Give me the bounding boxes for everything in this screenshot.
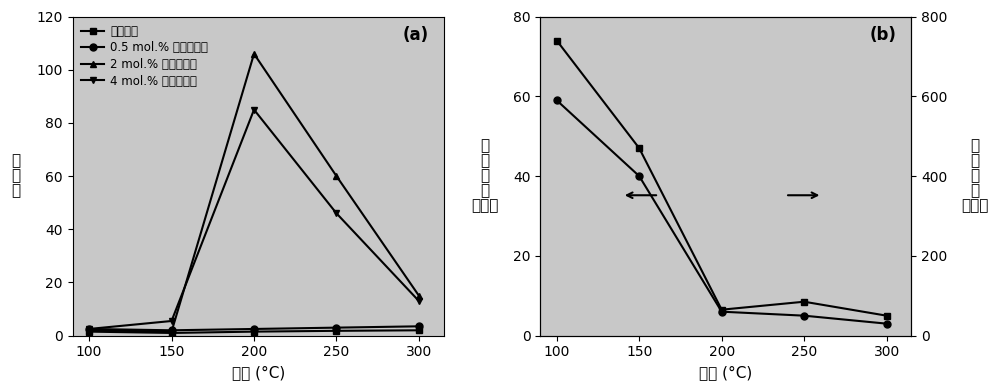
Legend: 纯氧化针, 0.5 mol.% 氧化锶掺杂, 2 mol.% 氧化锶掺杂, 4 mol.% 氧化锶掺杂: 纯氧化针, 0.5 mol.% 氧化锶掺杂, 2 mol.% 氧化锶掺杂, 4 … <box>79 23 211 90</box>
0.5 mol.% 氧化锶掺杂 <box>166 328 178 333</box>
4 mol.% 氧化锶掺杂 <box>83 326 95 331</box>
2 mol.% 氧化锶掺杂 <box>330 174 342 178</box>
2 mol.% 氧化锶掺杂 <box>83 328 95 333</box>
X-axis label: 温度 (°C): 温度 (°C) <box>699 365 752 380</box>
4 mol.% 氧化锶掺杂 <box>413 299 425 303</box>
Line: 0.5 mol.% 氧化锶掺杂: 0.5 mol.% 氧化锶掺杂 <box>86 323 422 334</box>
0.5 mol.% 氧化锶掺杂 <box>330 325 342 330</box>
0.5 mol.% 氧化锶掺杂 <box>83 326 95 331</box>
Line: 2 mol.% 氧化锶掺杂: 2 mol.% 氧化锶掺杂 <box>86 50 422 335</box>
纯氧化针 <box>330 328 342 333</box>
2 mol.% 氧化锶掺杂 <box>413 293 425 298</box>
纯氧化针 <box>413 328 425 333</box>
Y-axis label: 灵
敏
度: 灵 敏 度 <box>11 154 20 199</box>
Text: (a): (a) <box>403 26 429 44</box>
X-axis label: 温度 (°C): 温度 (°C) <box>232 365 285 380</box>
Line: 纯氧化针: 纯氧化针 <box>86 327 422 336</box>
2 mol.% 氧化锶掺杂 <box>248 52 260 56</box>
纯氧化针 <box>83 329 95 334</box>
Text: (b): (b) <box>870 26 896 44</box>
Y-axis label: 响
应
时
间
（秒）: 响 应 时 间 （秒） <box>471 139 499 213</box>
纯氧化针 <box>166 331 178 335</box>
Y-axis label: 恢
复
时
间
（秒）: 恢 复 时 间 （秒） <box>962 139 989 213</box>
0.5 mol.% 氧化锶掺杂 <box>413 324 425 329</box>
Line: 4 mol.% 氧化锶掺杂: 4 mol.% 氧化锶掺杂 <box>86 106 422 332</box>
纯氧化针 <box>248 329 260 334</box>
0.5 mol.% 氧化锶掺杂 <box>248 326 260 331</box>
4 mol.% 氧化锶掺杂 <box>248 107 260 112</box>
4 mol.% 氧化锶掺杂 <box>330 211 342 216</box>
4 mol.% 氧化锶掺杂 <box>166 319 178 323</box>
2 mol.% 氧化锶掺杂 <box>166 329 178 334</box>
